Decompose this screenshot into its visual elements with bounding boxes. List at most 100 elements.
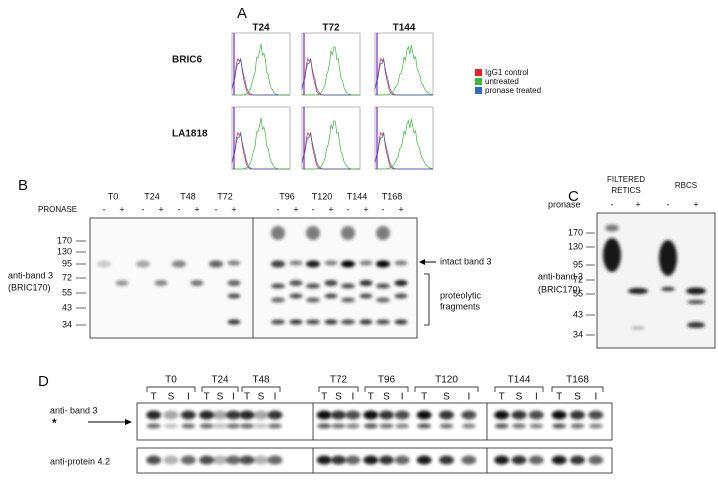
band (163, 410, 179, 420)
band (570, 410, 585, 420)
histogram-curve (232, 43, 290, 96)
lane-label: S (383, 392, 390, 403)
band (164, 423, 178, 429)
band (146, 423, 161, 429)
timepoint-label: T144 (508, 375, 531, 386)
band (226, 423, 241, 429)
band (289, 293, 303, 299)
band (225, 455, 241, 465)
treatment-label: PRONASE (38, 205, 77, 214)
band (331, 410, 346, 420)
band (227, 260, 241, 266)
sign-label: + (693, 199, 698, 209)
band (213, 423, 227, 429)
lane-label: I (274, 392, 277, 403)
group-bracket (146, 386, 196, 392)
band (306, 226, 320, 240)
lane-label: T (421, 392, 427, 403)
antibody-label: anti-band 3 (538, 271, 583, 281)
band (306, 283, 320, 289)
band (529, 423, 544, 429)
timepoint-label: T0 (165, 375, 177, 386)
marker-label: 170 (568, 227, 583, 237)
band (324, 280, 338, 286)
marker-label: 43 (573, 309, 583, 319)
arrow-head (125, 419, 132, 425)
band (316, 410, 332, 420)
blot (136, 402, 613, 441)
band (511, 455, 527, 465)
band (659, 240, 677, 276)
group-label: RBCS (675, 181, 697, 190)
band (199, 410, 215, 420)
group-bracket (201, 386, 239, 392)
band (363, 455, 379, 465)
marker-label: 170 (57, 235, 72, 245)
band (605, 224, 619, 232)
sign-label: + (328, 204, 333, 214)
marker-label: 130 (568, 241, 583, 251)
blot-label: anti-protein 4.2 (50, 456, 110, 466)
histogram-frame (231, 106, 291, 170)
band (528, 455, 544, 465)
histogram-curve (301, 58, 360, 96)
band (359, 260, 373, 266)
band (376, 260, 390, 268)
treatment-label: pronase (548, 199, 581, 209)
band (239, 410, 255, 420)
band (271, 260, 285, 268)
sign-label: + (398, 204, 403, 214)
lane-label: I (351, 392, 354, 403)
band (379, 410, 394, 420)
band (417, 423, 432, 429)
band (631, 326, 645, 330)
timepoint-label: T96 (378, 375, 396, 386)
band (359, 319, 373, 325)
annotation: proteolytic (440, 290, 482, 300)
band (146, 410, 162, 420)
marker-label: 130 (57, 246, 72, 256)
sign-label: + (293, 204, 298, 214)
timepoint-label: T24 (144, 191, 160, 201)
sign-label: - (142, 204, 145, 214)
band (359, 293, 373, 299)
band (345, 455, 361, 465)
lane-label: I (594, 392, 597, 403)
row-label: LA1818 (172, 129, 208, 140)
sign-label: - (103, 204, 106, 214)
band (379, 423, 394, 429)
group-bracket (241, 386, 281, 392)
band (271, 319, 285, 325)
band (253, 410, 269, 420)
sign-label: + (194, 204, 199, 214)
legend-label: pronase treated (485, 86, 541, 95)
band (271, 226, 285, 240)
histogram-curve (302, 120, 360, 170)
timepoint-label: T72 (217, 191, 233, 201)
column-title: T24 (252, 23, 270, 34)
column-title: T72 (322, 23, 340, 34)
sign-label: - (215, 204, 218, 214)
band (588, 410, 604, 420)
band (331, 423, 346, 429)
antibody-label: (BRIC170) (538, 284, 581, 294)
timepoint-label: T168 (566, 375, 589, 386)
band (359, 280, 373, 286)
band (199, 423, 214, 429)
band (345, 410, 361, 420)
band (227, 319, 241, 325)
band (136, 260, 150, 268)
lane-label: T (499, 392, 505, 403)
band (227, 280, 241, 286)
arrow-head (419, 259, 425, 265)
band (212, 455, 228, 465)
lane-label: S (217, 392, 224, 403)
sign-label: - (277, 204, 280, 214)
sign-label: - (312, 204, 315, 214)
group-bracket (414, 386, 479, 392)
histogram-frame (374, 106, 434, 170)
histogram-curve (374, 132, 433, 170)
lane-label: T (368, 392, 374, 403)
blot-label: anti- band 3 (50, 405, 98, 415)
